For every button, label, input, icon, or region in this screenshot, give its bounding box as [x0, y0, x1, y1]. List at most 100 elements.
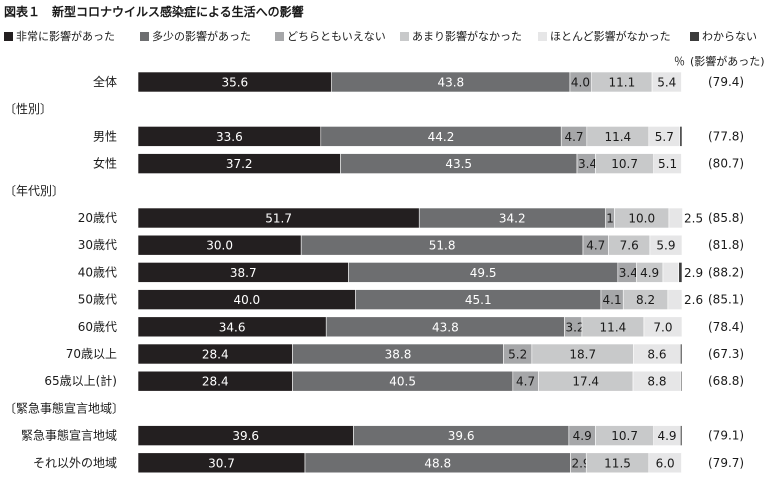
- data-label: 8.2: [636, 293, 655, 307]
- legend-swatch: [140, 31, 149, 41]
- data-label: 39.6: [448, 429, 475, 443]
- legend-label: あまり影響がなかった: [412, 30, 522, 43]
- bar-segment: [649, 234, 683, 256]
- data-label: 34.6: [219, 320, 246, 334]
- data-label: 17.4: [572, 375, 599, 389]
- data-label: 5.9: [656, 239, 675, 253]
- bar-segment: [643, 316, 683, 338]
- data-label: 10.7: [611, 429, 638, 443]
- legend-swatch: [275, 31, 284, 41]
- row-label: 全体: [93, 74, 117, 89]
- data-label: 10.7: [611, 157, 638, 171]
- data-label: 2.6: [684, 293, 703, 307]
- data-label: 11.5: [604, 456, 631, 470]
- chart-title: 図表１ 新型コロナウイルス感染症による生活への影響: [4, 5, 304, 19]
- row-label: 60歳代: [78, 320, 117, 334]
- total-label: (85.1): [708, 293, 744, 307]
- legend-swatch: [538, 31, 547, 41]
- total-label: (80.7): [708, 157, 744, 171]
- bar-segment: [680, 343, 683, 365]
- data-label: 4.0: [571, 76, 590, 90]
- data-label: 49.5: [470, 266, 497, 280]
- legend-item: ほとんど影響がなかった: [538, 28, 671, 44]
- total-label: (79.1): [708, 429, 744, 443]
- data-label: 34.2: [499, 212, 526, 226]
- bar-row: 全体 35.6 43.8 4.0 11.1 5.4 (79.4): [93, 71, 744, 93]
- data-label: 39.6: [232, 429, 259, 443]
- data-label: 43.8: [432, 320, 459, 334]
- row-label: 50歳代: [78, 293, 117, 307]
- data-label: 28.4: [202, 348, 229, 362]
- bar-row: 40歳代 38.7 49.5 3.4 4.9 2.9 (88.2): [78, 262, 744, 283]
- data-label: 30.0: [206, 239, 233, 253]
- section-label: 〔性別〕: [4, 102, 52, 116]
- bar-segment: [679, 126, 683, 147]
- row-label: 緊急事態宣言地域: [21, 428, 117, 443]
- total-label: (88.2): [708, 265, 744, 279]
- total-label: (77.8): [708, 129, 744, 143]
- total-label: (79.7): [708, 456, 744, 470]
- section-label: 〔年代別〕: [4, 184, 64, 198]
- data-label: 11.4: [600, 320, 627, 334]
- data-label: 40.0: [233, 293, 260, 307]
- data-label: 18.7: [569, 348, 596, 362]
- data-label: 4.1: [603, 293, 622, 307]
- bar-row: それ以外の地域 30.7 48.8 2.9 11.5 6.0 (79.7): [33, 452, 744, 474]
- bar-row: 60歳代 34.6 43.8 3.2 11.4 7.0 (78.4): [78, 316, 744, 338]
- bar-row: 70歳以上 28.4 38.8 5.2 18.7 8.6 (67.3): [66, 343, 744, 365]
- total-label: (67.3): [708, 347, 744, 361]
- bar-segment: [678, 262, 683, 283]
- legend-item: どちらともいえない: [275, 28, 386, 44]
- data-label: 33.6: [216, 130, 243, 144]
- bar-row: 65歳以上(計) 28.4 40.5 4.7 17.4 8.8 (68.8): [44, 370, 744, 392]
- total-label: (81.8): [708, 238, 744, 252]
- legend-swatch: [690, 31, 699, 41]
- bar-segment: [681, 452, 683, 474]
- row-label: 20歳代: [78, 211, 117, 225]
- bar-segment: [653, 153, 682, 174]
- data-label: 4.9: [657, 429, 676, 443]
- total-label: (68.8): [708, 374, 744, 388]
- data-label: 11.1: [609, 76, 636, 90]
- legend-swatch: [4, 31, 13, 41]
- data-label: 38.8: [385, 348, 412, 362]
- data-label: 48.8: [424, 456, 451, 470]
- data-label: 37.2: [226, 157, 253, 171]
- unit-total-note: (影響があった): [690, 55, 765, 68]
- data-label: 35.6: [221, 76, 248, 90]
- data-label: 51.8: [429, 239, 456, 253]
- data-label: 4.9: [640, 266, 659, 280]
- legend-label: どちらともいえない: [287, 30, 386, 43]
- data-label: 3.2: [565, 320, 584, 334]
- bar-row: 30歳代 30.0 51.8 4.7 7.6 5.9 (81.8): [78, 234, 744, 256]
- bar-segment: [662, 262, 680, 283]
- total-label: (79.4): [708, 75, 744, 89]
- row-label: 女性: [93, 156, 117, 171]
- row-label: 70歳以上: [66, 347, 117, 361]
- data-label: 4.7: [586, 239, 605, 253]
- data-label: 3.4: [578, 157, 597, 171]
- legend-item: わからない: [690, 28, 757, 44]
- bar-row: 男性 33.6 44.2 4.7 11.4 5.7 (77.8): [93, 126, 744, 147]
- data-label: 7.0: [653, 320, 672, 334]
- data-label: 5.2: [508, 348, 527, 362]
- data-label: 2.9: [684, 266, 703, 280]
- data-label: 45.1: [465, 293, 492, 307]
- unit-percent: ％: [674, 55, 685, 68]
- legend-item: あまり影響がなかった: [400, 28, 522, 44]
- chart-legend: 非常に影響があった 多少の影響があった どちらともいえない あまり影響がなかった…: [4, 28, 772, 44]
- data-label: 11.4: [604, 130, 631, 144]
- legend-label: わからない: [702, 30, 757, 43]
- bar-segment: [680, 370, 683, 392]
- bar-segment: [667, 289, 683, 310]
- data-label: 43.5: [445, 157, 472, 171]
- bar-row: 女性 37.2 43.5 3.4 10.7 5.1 (80.7): [93, 153, 744, 174]
- row-label: 男性: [93, 129, 117, 143]
- data-label: 2.5: [684, 212, 703, 226]
- legend-label: 多少の影響があった: [152, 30, 251, 43]
- data-label: 4.9: [573, 429, 592, 443]
- bar-segment: [651, 71, 682, 93]
- data-label: 3.4: [619, 266, 638, 280]
